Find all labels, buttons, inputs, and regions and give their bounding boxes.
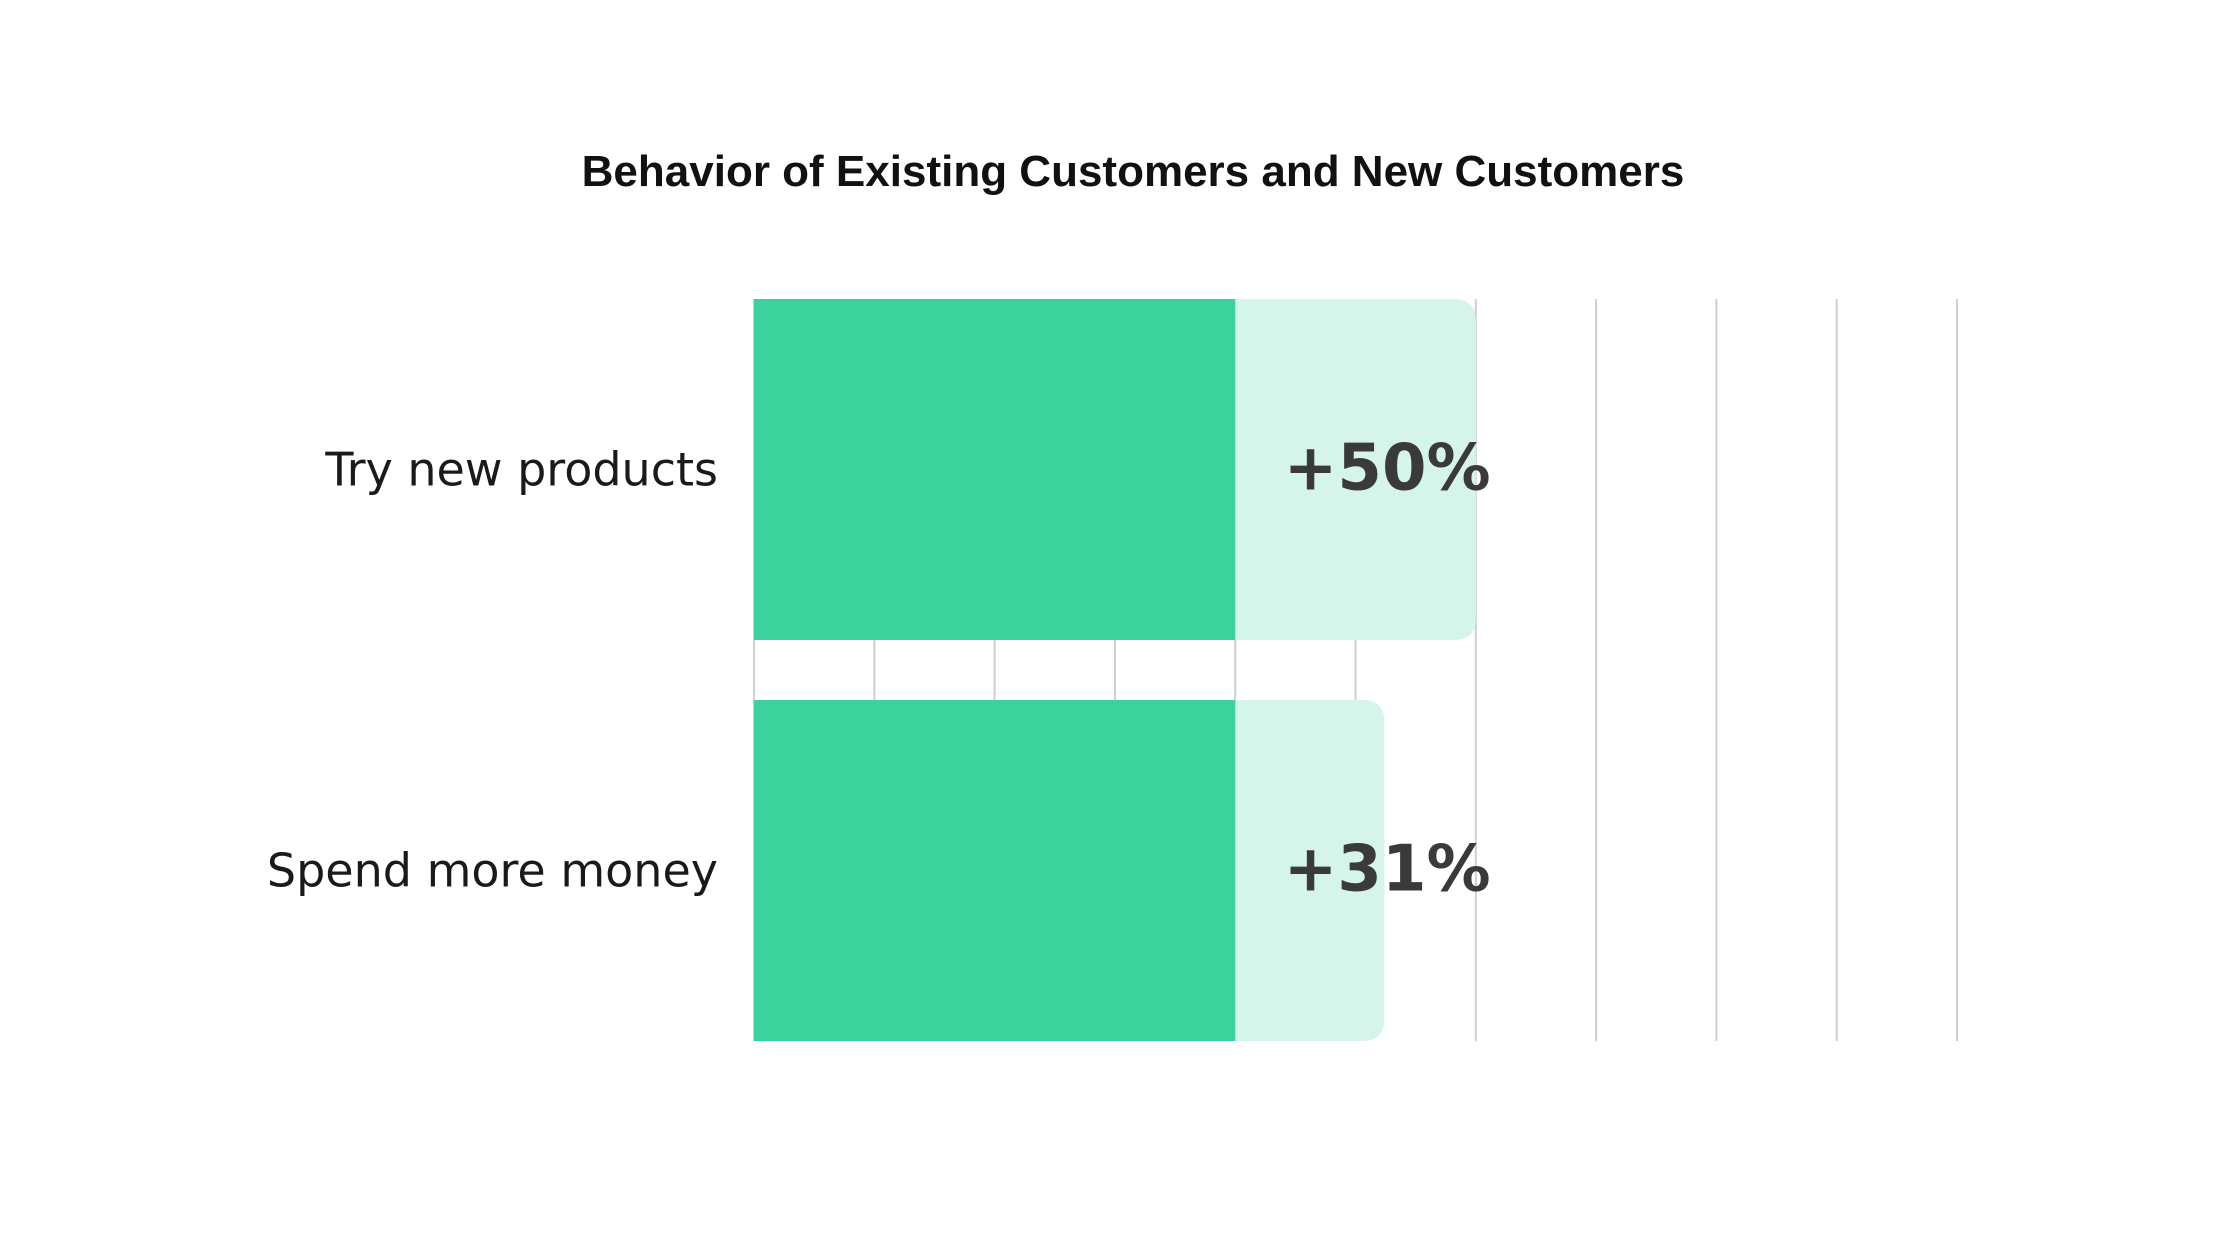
category-label: Spend more money <box>267 844 718 898</box>
bar-base <box>754 299 1236 640</box>
bars <box>754 299 1476 1041</box>
data-label: +31% <box>1284 833 1491 907</box>
chart-title: Behavior of Existing Customers and New C… <box>582 147 1685 196</box>
bar-increase <box>1235 299 1476 640</box>
labels: Try new products +50% Spend more money +31% <box>267 432 1491 907</box>
data-label: +50% <box>1284 432 1491 506</box>
bar-increase <box>1235 700 1385 1041</box>
category-label: Try new products <box>324 443 718 497</box>
bar-base <box>754 700 1236 1041</box>
